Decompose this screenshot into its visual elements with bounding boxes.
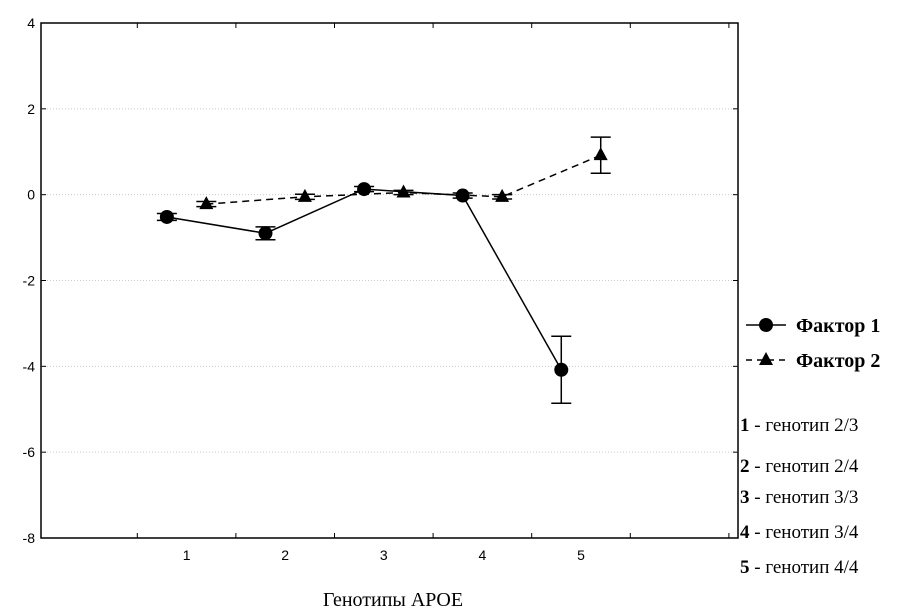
note-3: 3 - генотип 3/3 bbox=[740, 487, 858, 508]
y-axis: 4 2 0 -2 -4 -6 -8 bbox=[23, 15, 738, 546]
series-line bbox=[166, 188, 562, 371]
y-tick-label: -2 bbox=[23, 273, 36, 289]
data-point bbox=[357, 182, 372, 197]
legend-item-factor-1: Фактор 1 bbox=[746, 315, 880, 337]
legend-label-factor-2: Фактор 2 bbox=[796, 350, 880, 372]
series-layer bbox=[156, 136, 611, 404]
data-point bbox=[297, 188, 312, 202]
x-tick-label: 5 bbox=[577, 547, 585, 563]
y-tick-label: -8 bbox=[23, 530, 36, 546]
series-2 bbox=[196, 136, 611, 210]
x-tick-label: 1 bbox=[183, 547, 191, 563]
legend-item-factor-2: Фактор 2 bbox=[746, 350, 880, 372]
note-2: 2 - генотип 2/4 bbox=[740, 456, 859, 477]
data-point bbox=[495, 188, 510, 202]
x-tick-label: 4 bbox=[479, 547, 487, 563]
data-point bbox=[199, 196, 214, 210]
legend-label-factor-1: Фактор 1 bbox=[796, 315, 880, 337]
legend: Фактор 1 Фактор 2 bbox=[746, 315, 880, 372]
y-tick-label: -6 bbox=[23, 444, 36, 460]
data-point bbox=[396, 184, 411, 198]
series-1 bbox=[156, 182, 572, 404]
legend-circle-marker bbox=[759, 318, 773, 332]
y-tick-label: 2 bbox=[27, 101, 35, 117]
x-tick-label: 2 bbox=[281, 547, 289, 563]
y-tick-label: -4 bbox=[23, 358, 36, 374]
note-5: 5 - генотип 4/4 bbox=[740, 557, 859, 578]
genotype-notes: 1 - генотип 2/3 2 - генотип 2/4 3 - гено… bbox=[740, 415, 859, 578]
data-point bbox=[554, 362, 569, 377]
y-tick-label: 4 bbox=[27, 15, 35, 31]
note-4: 4 - генотип 3/4 bbox=[740, 522, 859, 543]
y-tick-label: 0 bbox=[27, 187, 35, 203]
legend-triangle-marker bbox=[759, 352, 773, 365]
grid-lines bbox=[41, 108, 738, 453]
data-point bbox=[593, 147, 608, 161]
x-tick-label: 3 bbox=[380, 547, 388, 563]
data-point bbox=[159, 209, 174, 224]
x-axis: 1 2 3 4 5 bbox=[136, 23, 730, 563]
data-point bbox=[258, 226, 273, 241]
x-axis-title: Генотипы APOE bbox=[323, 589, 463, 611]
note-1: 1 - генотип 2/3 bbox=[740, 415, 858, 436]
